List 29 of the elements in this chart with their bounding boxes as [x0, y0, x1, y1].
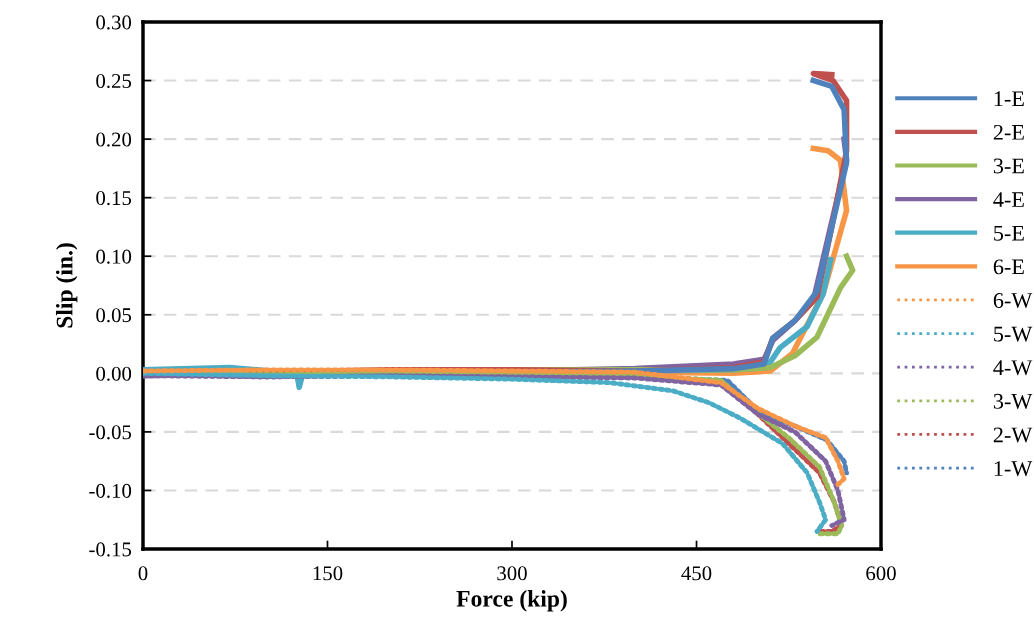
legend-label: 2-W	[993, 427, 1033, 443]
y-tick-label: 0.15	[96, 191, 132, 206]
x-tick-label: 0	[138, 566, 148, 581]
y-tick-label: 0.20	[96, 132, 132, 147]
legend-label: 4-E	[993, 192, 1024, 207]
y-tick-label: 0.25	[96, 73, 132, 89]
y-tick-label: -0.10	[89, 483, 132, 498]
y-axis-title: Slip (in.)	[55, 243, 78, 328]
legend-label: 2-E	[993, 124, 1024, 140]
y-tick-label: 0.05	[96, 308, 132, 323]
x-tick-label: 450	[681, 566, 712, 581]
x-tick-label: 150	[313, 566, 343, 581]
legend-label: 1-E	[994, 91, 1024, 106]
legend-label: 3-W	[993, 393, 1033, 409]
legend-label: 5-E	[994, 225, 1024, 241]
x-tick-label: 300	[497, 566, 527, 581]
x-tick-label: 600	[866, 566, 896, 581]
legend-label: 3-E	[993, 158, 1024, 174]
y-tick-label: 0.30	[96, 15, 132, 30]
legend-label: 6-W	[993, 293, 1033, 309]
legend-label: 1-W	[994, 461, 1033, 477]
legend-label: 4-W	[993, 360, 1033, 376]
y-tick-label: -0.05	[89, 425, 132, 440]
y-tick-label: -0.15	[89, 542, 132, 557]
legend-label: 6-E	[993, 259, 1024, 275]
y-tick-label: 0.00	[96, 366, 132, 381]
y-tick-label: 0.10	[96, 249, 132, 264]
x-axis-title: Force (kip)	[456, 590, 567, 612]
legend-label: 5-W	[994, 326, 1033, 342]
